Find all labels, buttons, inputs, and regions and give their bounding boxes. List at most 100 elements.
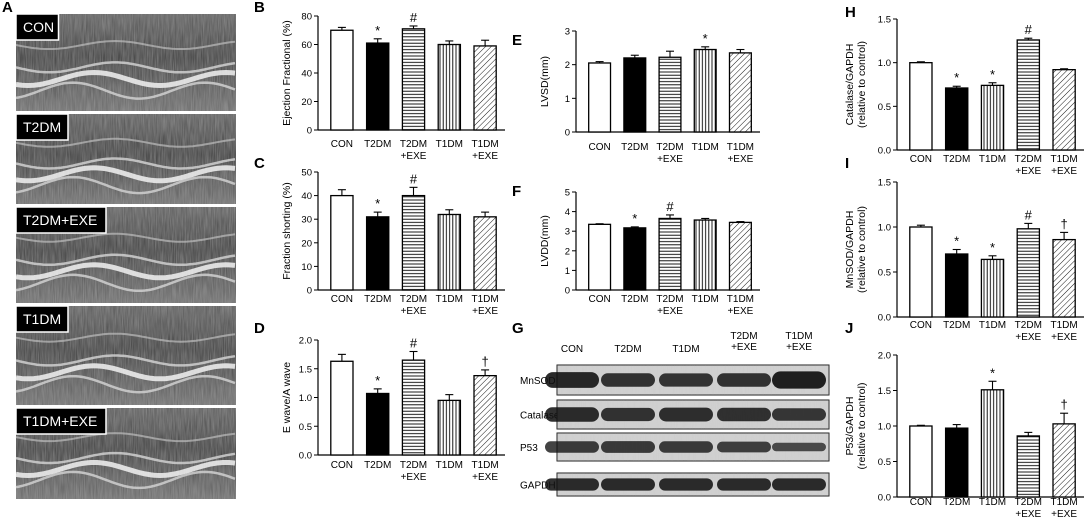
bar bbox=[944, 253, 969, 318]
bar bbox=[909, 62, 933, 151]
y-tick-label: 50 bbox=[301, 168, 312, 179]
category-label: T1DM bbox=[1050, 320, 1077, 331]
bar bbox=[437, 213, 462, 291]
blot-column-label: +EXE bbox=[786, 342, 812, 353]
category-label: T2DM bbox=[400, 460, 427, 471]
category-label: T2DM bbox=[943, 497, 970, 508]
blot-band bbox=[717, 478, 771, 491]
category-label: T1DM bbox=[727, 294, 754, 305]
blot-band bbox=[659, 441, 713, 453]
echo-label-box bbox=[15, 113, 69, 141]
blot-band bbox=[659, 373, 713, 387]
category-label: T2DM bbox=[364, 460, 391, 471]
echo-label: T2DM+EXE bbox=[23, 212, 97, 228]
bar bbox=[980, 84, 1005, 151]
y-axis-label: E wave/A wave bbox=[281, 362, 293, 433]
bar bbox=[330, 360, 354, 456]
panel-letter-i: I bbox=[845, 155, 849, 172]
blot-band bbox=[545, 372, 599, 388]
y-tick-label: 20 bbox=[301, 97, 312, 108]
category-label: +EXE bbox=[1051, 332, 1077, 343]
y-tick-label: 2 bbox=[565, 246, 570, 257]
panel-letter-f: F bbox=[512, 183, 521, 200]
bar bbox=[473, 374, 497, 456]
y-tick-label: 1.5 bbox=[299, 364, 312, 375]
bar bbox=[401, 359, 426, 456]
blot-row: GAPDH bbox=[520, 472, 830, 497]
echo-image-stack: CON T2DM T2DM+EXE T1DM T1DM+EXE bbox=[15, 13, 236, 499]
echo-label-box bbox=[15, 407, 107, 435]
blot-band bbox=[772, 408, 826, 421]
y-tick-label: 0.5 bbox=[878, 102, 891, 113]
category-label: T1DM bbox=[1050, 154, 1077, 165]
significance-mark: † bbox=[481, 354, 488, 369]
y-axis-label: Ejection Fractional (%) bbox=[281, 20, 293, 126]
echo-label: CON bbox=[23, 19, 54, 35]
blot-column-label: T1DM bbox=[672, 344, 699, 355]
bar bbox=[1052, 238, 1076, 318]
blot-column-label: T1DM bbox=[785, 331, 812, 342]
chart-d: 0.0 0.5 1.0 1.5 2.0 E wave/A wave CON * T2DM # T2D… bbox=[281, 336, 505, 483]
echo-label: T1DM+EXE bbox=[23, 413, 97, 429]
echo-image: T1DM bbox=[15, 305, 236, 405]
category-label: CON bbox=[910, 154, 932, 165]
y-tick-label: 1.5 bbox=[878, 178, 891, 189]
bar bbox=[944, 87, 969, 151]
category-label: +EXE bbox=[727, 306, 753, 317]
bar bbox=[980, 389, 1005, 498]
significance-mark: * bbox=[954, 70, 959, 85]
bar bbox=[473, 45, 497, 131]
y-tick-label: 0.0 bbox=[878, 313, 891, 324]
significance-mark: † bbox=[1060, 216, 1067, 231]
category-label: +EXE bbox=[1015, 166, 1041, 177]
y-tick-label: 1.5 bbox=[878, 15, 891, 26]
category-label: +EXE bbox=[472, 151, 498, 162]
y-axis-label: (relative to control) bbox=[856, 206, 868, 293]
echo-label-box bbox=[15, 13, 60, 41]
category-label: CON bbox=[331, 460, 353, 471]
bar bbox=[401, 194, 426, 291]
category-label: T1DM bbox=[436, 460, 463, 471]
bar bbox=[658, 56, 682, 133]
blot-band bbox=[601, 441, 655, 453]
category-label: CON bbox=[331, 294, 353, 305]
category-label: +EXE bbox=[1015, 509, 1041, 520]
significance-mark: # bbox=[410, 336, 418, 351]
bar bbox=[944, 427, 969, 498]
panel-letter-j: J bbox=[845, 320, 853, 337]
significance-mark: * bbox=[375, 373, 380, 388]
y-tick-label: 0 bbox=[307, 126, 312, 137]
significance-mark: # bbox=[666, 199, 674, 214]
y-tick-label: 2.0 bbox=[299, 336, 312, 347]
category-label: +EXE bbox=[1051, 166, 1077, 177]
panel-letter-h: H bbox=[845, 4, 856, 21]
bar bbox=[1016, 39, 1041, 151]
echo-image: T1DM+EXE bbox=[15, 407, 236, 499]
category-label: T2DM bbox=[1015, 154, 1042, 165]
bar bbox=[623, 227, 647, 291]
blot-row: MnSOD bbox=[520, 364, 830, 396]
category-label: +EXE bbox=[472, 472, 498, 483]
blot-column-label: T2DM bbox=[730, 331, 757, 342]
blot-column-label: +EXE bbox=[731, 342, 757, 353]
blot-band bbox=[772, 442, 826, 452]
category-label: T1DM bbox=[979, 320, 1006, 331]
y-tick-label: 40 bbox=[301, 69, 312, 80]
category-label: +EXE bbox=[727, 154, 753, 165]
category-label: T1DM bbox=[471, 294, 498, 305]
significance-mark: * bbox=[954, 234, 959, 249]
bar bbox=[693, 48, 717, 133]
bar bbox=[473, 216, 497, 291]
y-tick-label: 1.0 bbox=[878, 422, 891, 433]
blot-band bbox=[659, 407, 713, 422]
bar bbox=[330, 194, 354, 291]
bar bbox=[1016, 435, 1041, 498]
y-tick-label: 3 bbox=[565, 227, 570, 238]
blot-row-label: GAPDH bbox=[520, 481, 556, 492]
chart-c: 0 10 20 30 40 50 Fraction shorting (%) CON * T2DM… bbox=[281, 168, 505, 317]
blot-band bbox=[717, 441, 771, 453]
bar bbox=[330, 29, 354, 131]
